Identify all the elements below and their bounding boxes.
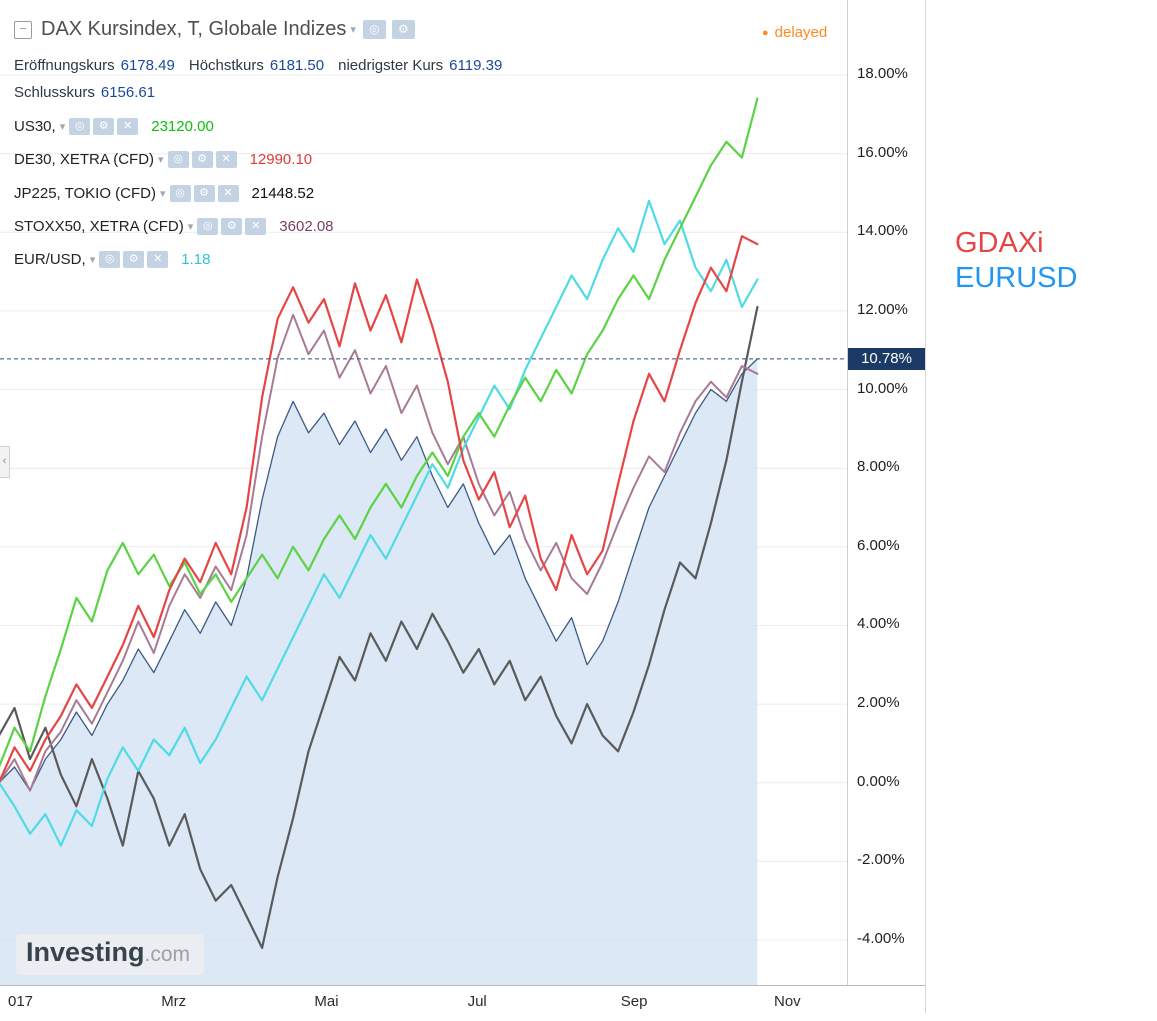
overlay-row-jp225: JP225, TOKIO (CFD) ▾ ◎ ⚙ ✕ 21448.52 [14, 185, 314, 202]
overlay-row-us30: US30, ▾ ◎ ⚙ ✕ 23120.00 [14, 118, 214, 135]
symbol-value: 21448.52 [251, 185, 315, 202]
logo-brand: Investing [26, 937, 145, 967]
gear-icon[interactable]: ⚙ [191, 151, 213, 168]
time-tick: Jul [467, 993, 487, 1010]
symbol-name[interactable]: US30, [14, 118, 56, 135]
open-label: Eröffnungskurs [14, 57, 115, 74]
logo-suffix: .com [144, 943, 191, 966]
overlay-row-de30: DE30, XETRA (CFD) ▾ ◎ ⚙ ✕ 12990.10 [14, 151, 312, 168]
delayed-badge: ● delayed [762, 24, 827, 41]
label-gdaxi: GDAXi [955, 227, 1044, 259]
high-value: 6181.50 [269, 57, 325, 74]
current-price-badge: 10.78% [848, 347, 925, 370]
widget-right-border [925, 0, 926, 1013]
open-value: 6178.49 [120, 57, 175, 74]
symbol-name[interactable]: DE30, XETRA (CFD) [14, 151, 155, 168]
eye-icon[interactable]: ◎ [69, 118, 91, 135]
symbol-value: 12990.10 [249, 151, 313, 168]
chevron-down-icon[interactable]: ▾ [59, 121, 66, 133]
close-icon[interactable]: ✕ [147, 251, 169, 268]
price-tick: 12.00% [857, 300, 908, 318]
close-icon[interactable]: ✕ [117, 118, 139, 135]
close-icon[interactable]: ✕ [245, 218, 267, 235]
symbol-value: 3602.08 [279, 218, 334, 235]
external-symbol-labels: GDAXi EURUSD [955, 226, 1077, 296]
time-tick: Sep [620, 993, 648, 1010]
time-tick: Mrz [161, 993, 187, 1010]
investing-logo: Investing.com [16, 934, 205, 975]
collapse-icon[interactable]: − [14, 20, 32, 39]
price-tick: 0.00% [857, 772, 900, 790]
gear-icon[interactable]: ⚙ [93, 118, 115, 135]
price-tick: 8.00% [857, 458, 900, 476]
high-label: Höchstkurs [188, 57, 264, 74]
price-scale[interactable]: 10.78% 18.00% 16.00% 14.00% 12.00% 10.00% 8.0… [848, 0, 925, 985]
close-icon[interactable]: ✕ [217, 185, 239, 202]
label-eurusd: EURUSD [955, 262, 1078, 294]
time-axis-separator [0, 985, 925, 986]
title-row: − DAX Kursindex, T, Globale Indizes ▾ ◎ … [14, 18, 418, 41]
symbol-name[interactable]: EUR/USD, [14, 251, 86, 268]
gear-icon[interactable]: ⚙ [193, 185, 215, 202]
time-tick: Nov [774, 993, 801, 1010]
price-tick: 16.00% [857, 143, 908, 161]
time-tick: 017 [8, 993, 34, 1010]
time-scale[interactable]: 017 Mrz Mai Jul Sep Nov [0, 986, 925, 1020]
low-label: niedrigster Kurs [338, 57, 444, 74]
eye-icon[interactable]: ◎ [99, 251, 121, 268]
panel-collapse-tab[interactable]: ‹ [0, 446, 10, 478]
price-tick: 2.00% [857, 694, 900, 712]
symbol-name[interactable]: STOXX50, XETRA (CFD) [14, 218, 184, 235]
delayed-dot-icon: ● [762, 26, 769, 39]
price-tick: 18.00% [857, 65, 908, 82]
chevron-down-icon[interactable]: ▾ [159, 188, 166, 200]
eye-icon[interactable]: ◎ [197, 218, 219, 235]
symbol-value: 1.18 [181, 251, 211, 268]
price-tick: 14.00% [857, 222, 908, 240]
close-row: Schlusskurs 6156.61 [14, 84, 169, 101]
symbol-value: 23120.00 [151, 118, 214, 135]
overlay-row-eurusd: EUR/USD, ▾ ◎ ⚙ ✕ 1.18 [14, 251, 210, 268]
chevron-down-icon[interactable]: ▾ [158, 154, 164, 166]
chevron-down-icon[interactable]: ▾ [187, 221, 194, 233]
gear-icon[interactable]: ⚙ [123, 251, 145, 268]
gear-icon[interactable]: ⚙ [221, 218, 243, 235]
compare-icon[interactable]: ◎ [362, 20, 386, 39]
eye-icon[interactable]: ◎ [167, 151, 189, 168]
price-tick: -4.00% [857, 929, 905, 947]
symbol-name[interactable]: JP225, TOKIO (CFD) [14, 185, 156, 202]
time-tick: Mai [314, 993, 339, 1010]
price-tick: 6.00% [857, 536, 900, 554]
close-value: 6156.61 [100, 84, 156, 101]
delayed-label: delayed [774, 24, 828, 41]
close-icon[interactable]: ✕ [215, 151, 237, 168]
price-tick: 4.00% [857, 615, 900, 633]
price-tick: 10.00% [857, 379, 908, 397]
eye-icon[interactable]: ◎ [169, 185, 191, 202]
chevron-down-icon[interactable]: ▾ [350, 24, 356, 36]
chevron-down-icon[interactable]: ▾ [89, 254, 96, 266]
price-tick: -2.00% [857, 851, 905, 869]
ohlc-row: Eröffnungskurs 6178.49 Höchstkurs 6181.5… [14, 57, 516, 74]
close-label: Schlusskurs [14, 84, 95, 101]
overlay-row-stoxx50: STOXX50, XETRA (CFD) ▾ ◎ ⚙ ✕ 3602.08 [14, 218, 334, 235]
price-axis-separator [847, 0, 848, 985]
low-value: 6119.39 [449, 57, 503, 74]
price-chart[interactable] [0, 0, 848, 985]
settings-icon[interactable]: ⚙ [391, 20, 415, 39]
chart-title[interactable]: DAX Kursindex, T, Globale Indizes [41, 18, 347, 40]
